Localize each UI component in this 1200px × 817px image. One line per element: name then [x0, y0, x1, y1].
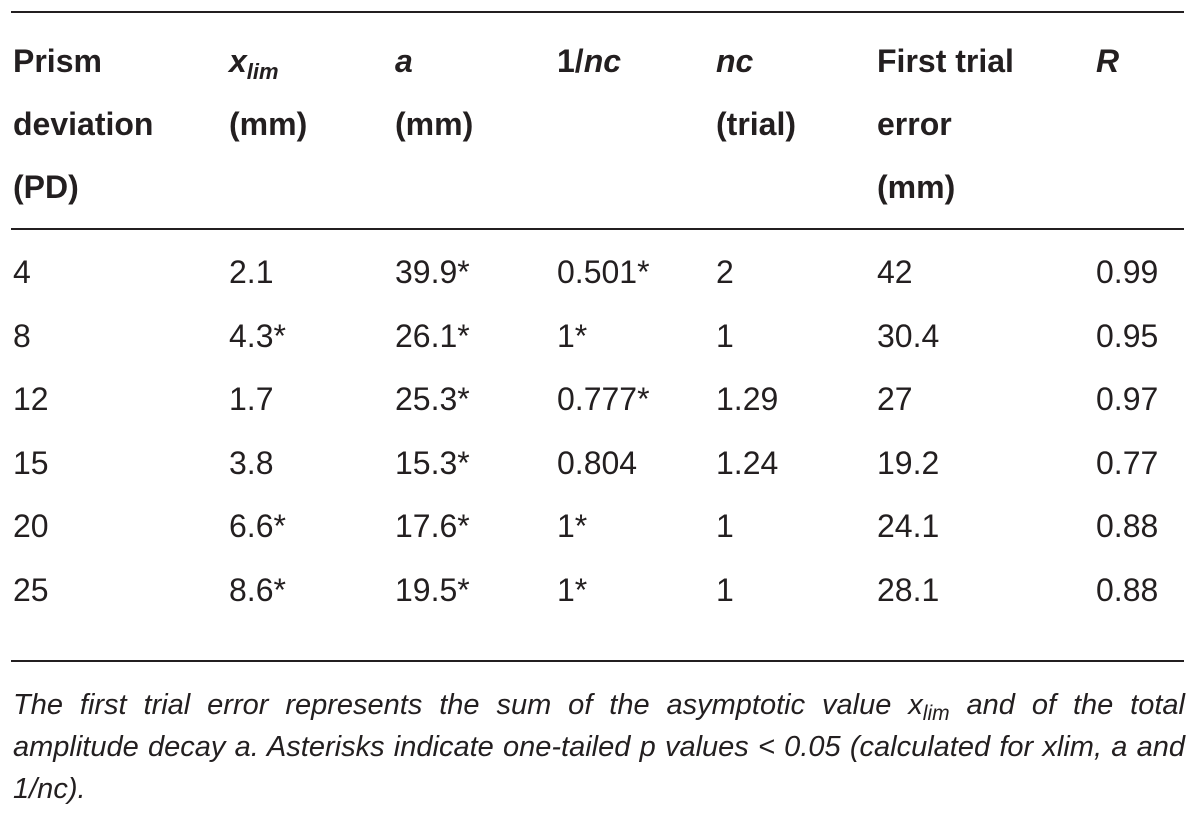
table-row: 25 8.6* 19.5* 1* 1 28.1 0.88 — [11, 559, 1184, 623]
header-xlim: xlim (mm) — [229, 43, 308, 142]
cell-nc-trial: 1.24 — [716, 444, 779, 481]
cell-r: 0.88 — [1096, 508, 1159, 545]
table-row: 15 3.8 15.3* 0.804 1.24 19.2 0.77 — [11, 432, 1184, 496]
header-inverse-nc: 1/nc — [557, 43, 622, 79]
cell-prism-deviation: 4 — [13, 254, 31, 290]
cell-inverse-nc: 1* — [557, 508, 588, 545]
header-rule — [11, 228, 1184, 230]
table-row: 8 4.3* 26.1* 1* 1 30.4 0.95 — [11, 305, 1184, 369]
table-row: 4 2.1 39.9* 0.501* 2 42 0.99 — [11, 241, 1184, 305]
cell-xlim: 3.8 — [229, 444, 274, 481]
table-bottom-rule — [11, 660, 1184, 662]
cell-nc-trial: 1 — [716, 571, 734, 608]
cell-prism-deviation: 20 — [13, 508, 49, 545]
cell-xlim: 1.7 — [229, 381, 274, 418]
cell-xlim: 2.1 — [229, 254, 274, 290]
cell-r: 0.99 — [1096, 254, 1159, 290]
header-a: a (mm) — [395, 43, 474, 142]
table-row: 20 6.6* 17.6* 1* 1 24.1 0.88 — [11, 495, 1184, 559]
header-nc-trial: nc (trial) — [716, 43, 796, 142]
cell-r: 0.88 — [1096, 571, 1159, 608]
cell-a: 17.6* — [395, 508, 470, 545]
cell-inverse-nc: 0.501* — [557, 254, 650, 290]
cell-nc-trial: 1 — [716, 508, 734, 545]
cell-inverse-nc: 1* — [557, 317, 588, 354]
cell-a: 26.1* — [395, 317, 470, 354]
cell-inverse-nc: 1* — [557, 571, 588, 608]
cell-xlim: 6.6* — [229, 508, 286, 545]
header-row: Prism deviation (PD) xlim (mm) a (mm) 1/… — [11, 30, 1184, 219]
table-top-rule — [11, 11, 1184, 13]
cell-first-trial-error: 30.4 — [877, 317, 940, 354]
cell-a: 15.3* — [395, 444, 470, 481]
cell-prism-deviation: 15 — [13, 444, 49, 481]
header-r: R — [1096, 43, 1120, 79]
cell-nc-trial: 1 — [716, 317, 734, 354]
cell-prism-deviation: 8 — [13, 317, 31, 354]
cell-inverse-nc: 0.777* — [557, 381, 650, 418]
cell-first-trial-error: 24.1 — [877, 508, 940, 545]
cell-a: 25.3* — [395, 381, 470, 418]
header-first-trial-error: First trial error (mm) — [877, 43, 1014, 205]
cell-nc-trial: 2 — [716, 254, 734, 290]
table-body: 4 2.1 39.9* 0.501* 2 42 0.99 8 4.3* 26.1* 1* 1 30.4 0… — [11, 219, 1184, 623]
header-prism-deviation: Prism deviation (PD) — [13, 43, 154, 205]
cell-inverse-nc: 0.804 — [557, 444, 638, 481]
cell-prism-deviation: 25 — [13, 571, 49, 608]
cell-first-trial-error: 42 — [877, 254, 913, 290]
cell-r: 0.97 — [1096, 381, 1159, 418]
cell-nc-trial: 1.29 — [716, 381, 779, 418]
cell-a: 39.9* — [395, 254, 470, 290]
cell-r: 0.77 — [1096, 444, 1159, 481]
cell-r: 0.95 — [1096, 317, 1159, 354]
table-row: 12 1.7 25.3* 0.777* 1.29 27 0.97 — [11, 368, 1184, 432]
table-footnote: The first trial error represents the sum… — [13, 689, 1185, 805]
results-table: Prism deviation (PD) xlim (mm) a (mm) 1/… — [11, 30, 1184, 623]
cell-xlim: 4.3* — [229, 317, 286, 354]
cell-xlim: 8.6* — [229, 571, 286, 608]
cell-first-trial-error: 19.2 — [877, 444, 940, 481]
cell-prism-deviation: 12 — [13, 381, 49, 418]
cell-first-trial-error: 28.1 — [877, 571, 940, 608]
cell-a: 19.5* — [395, 571, 470, 608]
cell-first-trial-error: 27 — [877, 381, 913, 418]
